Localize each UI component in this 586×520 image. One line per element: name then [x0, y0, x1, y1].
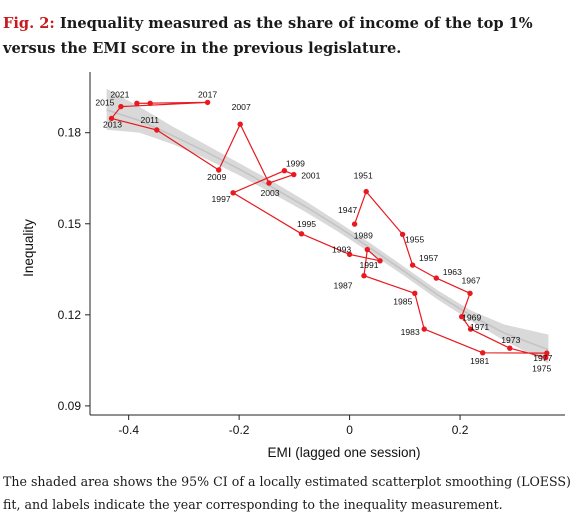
point-label-1997: 1997	[212, 194, 231, 204]
figure-number: Fig. 2:	[3, 15, 55, 32]
point-label-1957: 1957	[419, 253, 438, 263]
data-point-2021b	[147, 100, 153, 107]
data-point-1991	[377, 258, 383, 264]
y-tick-label: 0.18	[58, 126, 82, 140]
data-point-1947	[351, 221, 358, 227]
data-point-1951	[363, 188, 369, 195]
data-point-2021	[134, 100, 140, 107]
data-point-1955	[399, 231, 406, 238]
loess-line	[106, 109, 549, 351]
point-label-1969: 1969	[462, 313, 481, 323]
x-tick-label: -0.2	[229, 423, 250, 437]
data-point-1957	[409, 262, 416, 268]
data-point-1981	[480, 350, 486, 356]
data-point-1963	[433, 275, 439, 281]
point-label-2001: 2001	[301, 171, 320, 181]
data-point-1967	[467, 290, 473, 296]
data-point-2007	[237, 121, 243, 127]
data-point-1985	[412, 290, 418, 296]
x-tick-label: 0.2	[452, 423, 469, 437]
data-point-1989	[364, 246, 370, 253]
x-tick-label: -0.4	[118, 423, 139, 437]
y-tick-label: 0.12	[58, 308, 82, 322]
data-point-2011	[154, 127, 160, 133]
data-point-1995	[298, 231, 305, 237]
figure-caption: The shaded area shows the 95% CI of a lo…	[3, 474, 571, 512]
point-label-1947: 1947	[338, 205, 357, 215]
y-tick-label: 0.15	[58, 217, 82, 231]
data-point-1973	[507, 345, 513, 351]
figure-title-text: Inequality measured as the share of inco…	[3, 15, 533, 57]
data-point-1969	[459, 314, 465, 320]
data-point-1971	[467, 326, 474, 332]
data-point-2017	[204, 99, 211, 106]
data-point-2013	[108, 115, 115, 122]
data-point-2009	[216, 167, 222, 173]
point-label-1987: 1987	[333, 281, 352, 291]
data-point-1977	[544, 350, 550, 356]
x-axis-label: EMI (lagged one session)	[267, 445, 420, 460]
point-label-1951: 1951	[354, 171, 373, 181]
data-points-layer	[108, 99, 550, 361]
point-label-1963: 1963	[443, 267, 462, 277]
data-point-1993	[346, 251, 353, 258]
point-label-2015: 2015	[95, 98, 114, 108]
point-label-1991: 1991	[359, 260, 378, 270]
point-label-1955: 1955	[405, 234, 424, 244]
point-label-1983: 1983	[401, 327, 420, 337]
point-label-2003: 2003	[260, 188, 279, 198]
point-label-1995: 1995	[297, 219, 316, 229]
point-label-2011: 2011	[141, 115, 160, 125]
data-point-1983	[421, 326, 427, 332]
point-label-2007: 2007	[232, 102, 251, 112]
point-label-2021: 2021	[110, 89, 129, 99]
figure-title: Fig. 2: Inequality measured as the share…	[3, 11, 583, 61]
point-label-1975: 1975	[532, 364, 551, 374]
data-point-1999	[281, 168, 288, 174]
point-label-1971: 1971	[470, 322, 489, 332]
point-label-1973: 1973	[501, 335, 520, 345]
point-label-2013: 2013	[103, 119, 122, 129]
data-point-2015	[118, 103, 124, 110]
data-point-1987	[361, 273, 367, 279]
confidence-band-layer	[106, 88, 549, 364]
y-tick-label: 0.09	[58, 399, 82, 413]
point-label-1981: 1981	[470, 356, 489, 366]
axes-layer: -0.4 -0.2 0 0.2 0.09 0.12 0.15 0.18	[58, 72, 565, 437]
point-label-1985: 1985	[393, 296, 412, 306]
data-point-2001	[291, 171, 297, 178]
data-point-1975	[543, 354, 549, 361]
data-point-1997	[230, 190, 236, 196]
point-label-2009: 2009	[207, 172, 226, 182]
x-tick-label: 0	[346, 423, 353, 437]
point-label-2017: 2017	[198, 89, 217, 99]
data-point-2003	[266, 180, 272, 186]
point-label-1993: 1993	[332, 244, 351, 254]
point-label-1989: 1989	[354, 231, 373, 241]
point-label-1977: 1977	[533, 353, 552, 363]
point-label-1999: 1999	[286, 159, 305, 169]
point-label-1967: 1967	[461, 275, 480, 285]
y-axis-label: Inequality	[21, 219, 36, 277]
